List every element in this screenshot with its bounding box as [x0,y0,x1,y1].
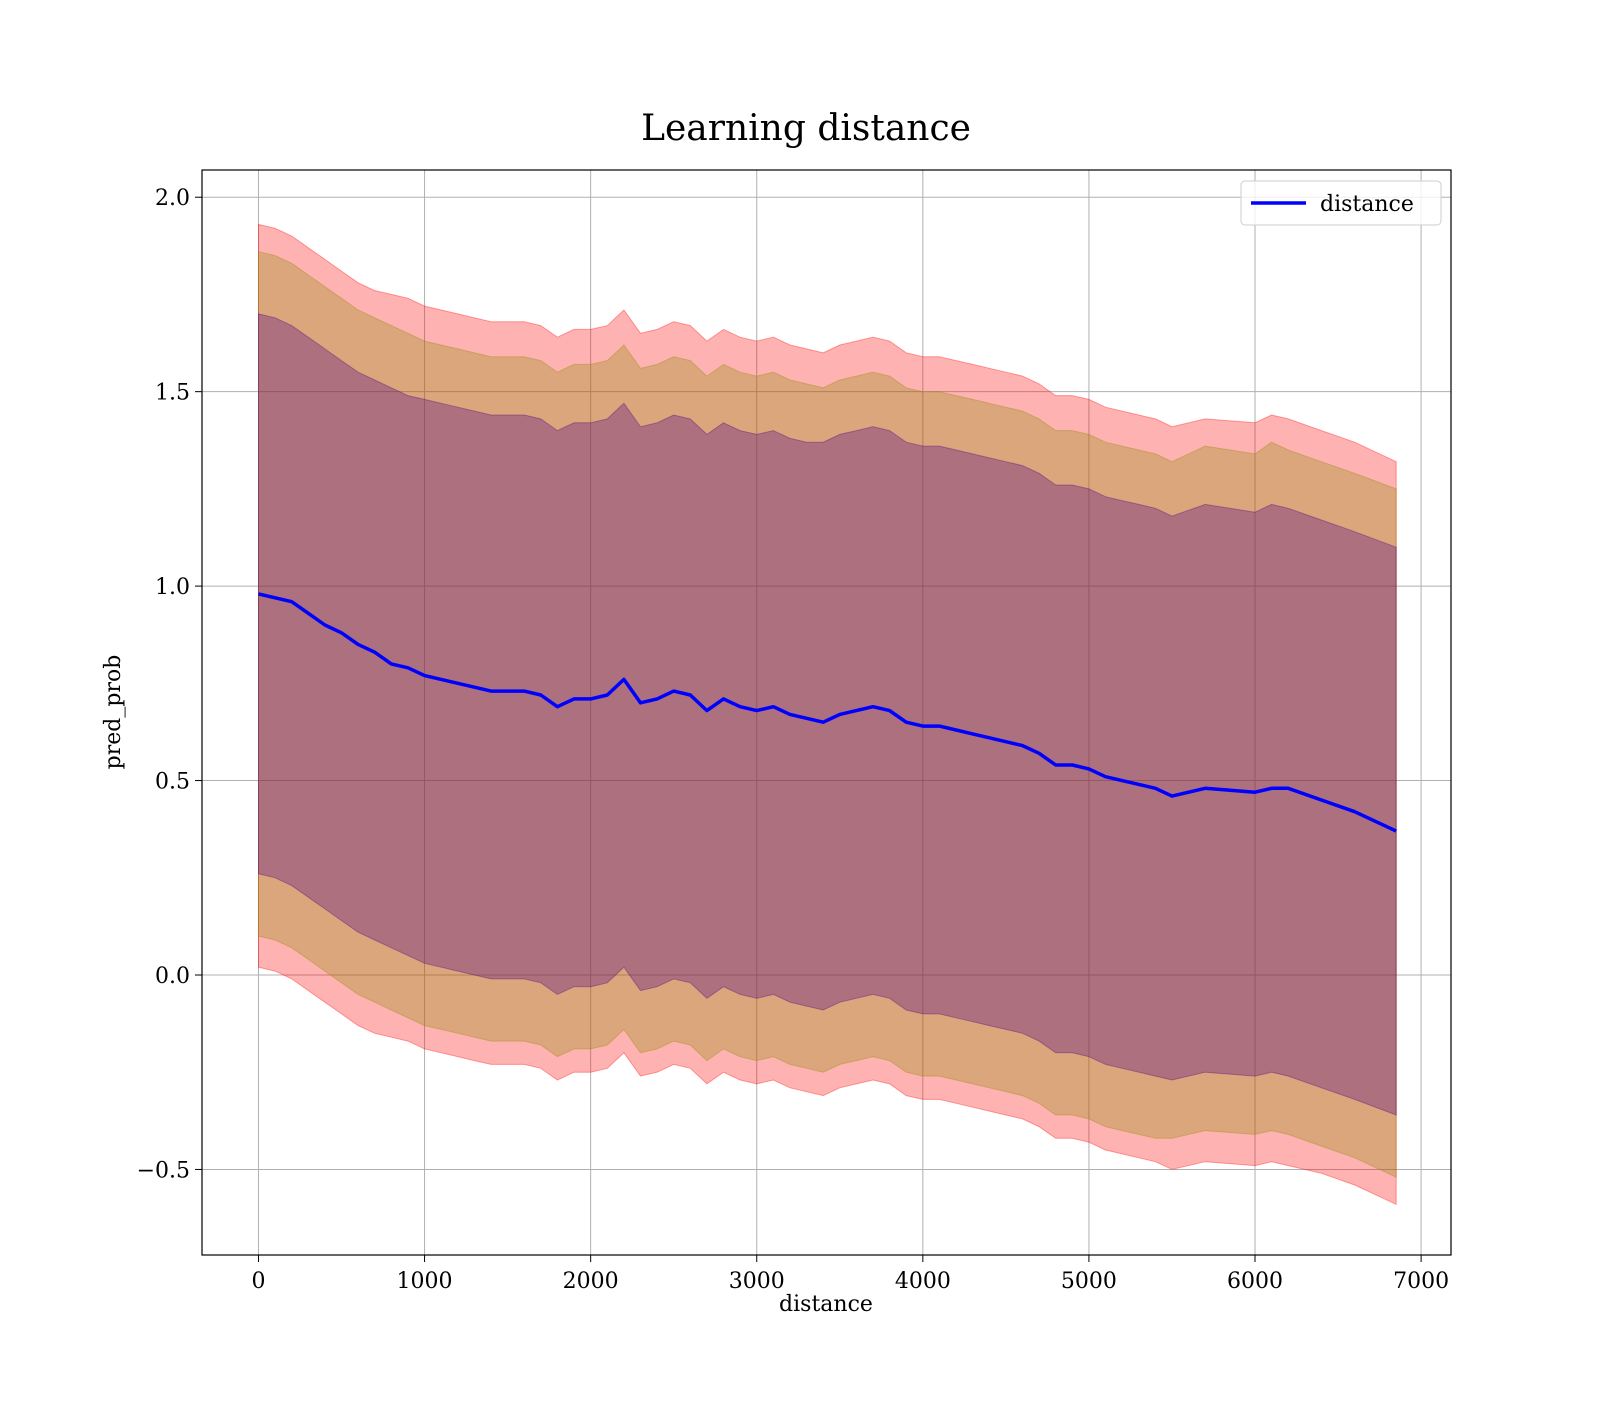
x-tick-label: 2000 [563,1269,619,1294]
y-tick-label: −0.5 [137,1158,190,1183]
y-tick-label: 2.0 [155,186,190,211]
plot-frame [201,169,1452,1256]
series-line-distance [258,592,1397,833]
chart-title: Learning distance [641,108,971,149]
line-layer [258,592,1397,833]
band-layer [258,223,1397,1206]
x-tick-label: 4000 [895,1269,951,1294]
tick-layer: 0 1000 2000 3000 4000 5000 6000 7000 −0.5 0.0 0.5 1… [137,186,1450,1294]
x-tick-label: 6000 [1227,1269,1283,1294]
band-middle [258,251,1397,1178]
legend-label-distance: distance [1320,192,1414,217]
y-tick-label: 0.0 [155,964,190,989]
band-outer [258,223,1397,1206]
band-inner [258,313,1397,1116]
legend: distance [1240,180,1442,226]
x-tick-label: 1000 [397,1269,453,1294]
x-tick-label: 5000 [1061,1269,1117,1294]
x-tick-label: 0 [251,1269,265,1294]
y-tick-label: 0.5 [155,770,190,795]
legend-box [1240,180,1442,226]
x-axis-label: distance [779,1292,873,1317]
x-tick-label: 3000 [729,1269,785,1294]
y-axis-label: pred_prob [101,655,126,770]
y-tick-label: 1.5 [155,381,190,406]
x-tick-label: 7000 [1393,1269,1449,1294]
y-tick-label: 1.0 [155,575,190,600]
